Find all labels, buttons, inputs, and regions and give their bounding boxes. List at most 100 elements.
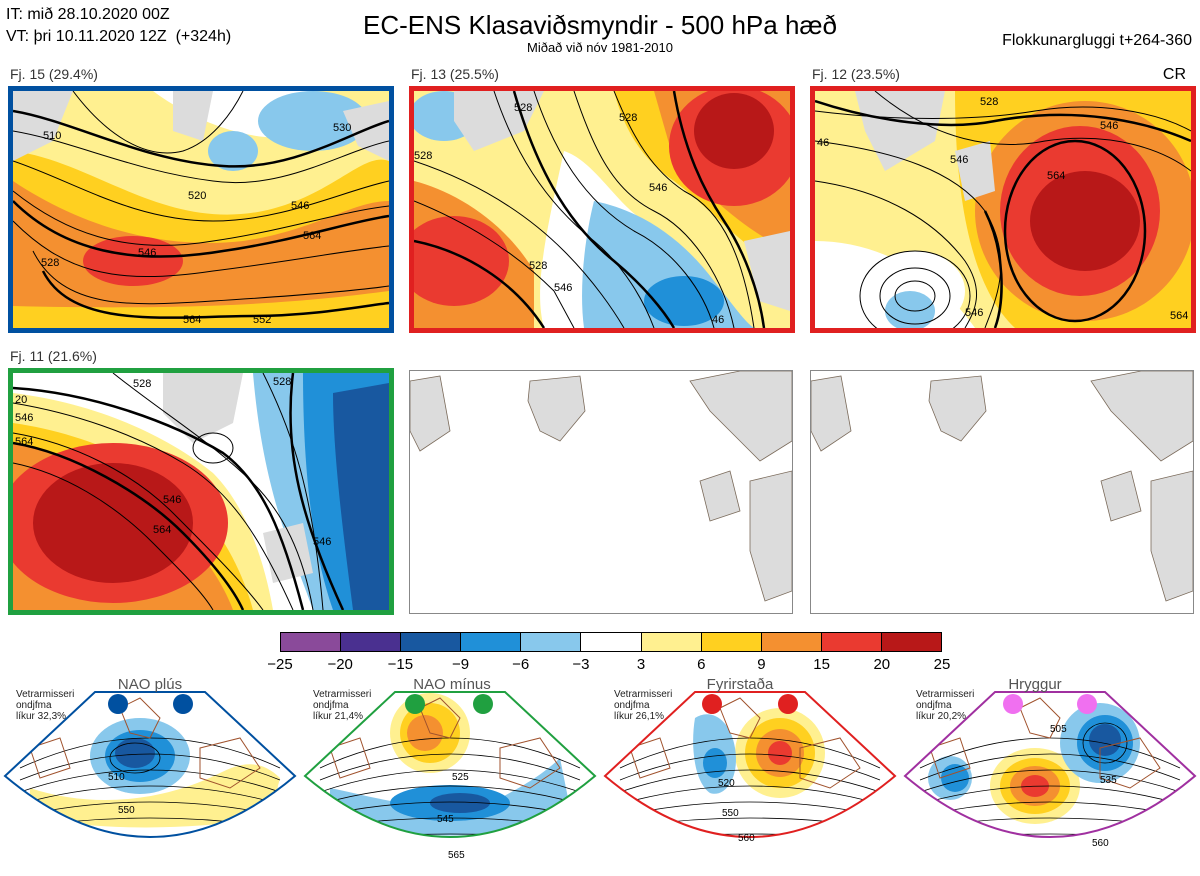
- cluster-map-1: 510 520 546 546 564 530 528 564 552: [8, 86, 394, 333]
- regime-title-3: Fyrirstaða: [706, 676, 774, 693]
- contour-label: 528: [133, 378, 151, 390]
- panel-label-1: Fj. 15 (29.4%): [10, 66, 98, 82]
- header-info: IT: mið 28.10.2020 00Z VT: þri 10.11.2020…: [6, 4, 231, 48]
- contour-label: 510: [108, 772, 125, 783]
- regime-info-2: Vetrarmisseri ondjfma líkur 21,4%: [313, 689, 372, 722]
- contour-label: 505: [1050, 724, 1067, 735]
- empty-map-1: [409, 370, 793, 614]
- contour-label: 20: [15, 394, 27, 406]
- contour-label: 520: [718, 778, 735, 789]
- contour-label: 546: [313, 536, 331, 548]
- colorbar-tick-label: −6: [512, 656, 530, 673]
- regime-dot: [778, 694, 798, 714]
- colorbar-tick-label: 3: [636, 656, 646, 673]
- contour-label: 564: [303, 230, 321, 242]
- page-subtitle: Miðað við nóv 1981-2010: [527, 40, 673, 55]
- colorbar-tick-label: 9: [757, 656, 766, 673]
- regime-info-3: Vetrarmisseri ondjfma líkur 26,1%: [614, 689, 673, 722]
- colorbar: [280, 632, 942, 652]
- contour-label: 564: [153, 524, 171, 536]
- regime-nao-minus: 525 545 565: [300, 688, 600, 871]
- regime-dot: [1003, 694, 1023, 714]
- contour-label: 546: [291, 200, 309, 212]
- contour-label: 545: [437, 814, 454, 825]
- contour-label: 525: [452, 772, 469, 783]
- contour-label: 564: [183, 314, 201, 326]
- regime-dot: [473, 694, 493, 714]
- regime-dot: [1077, 694, 1097, 714]
- contour-label: 564: [1170, 310, 1188, 322]
- regime-title-4: Hryggur: [1008, 676, 1062, 693]
- contour-label: 565: [448, 850, 465, 861]
- contour-label: 564: [15, 436, 33, 448]
- colorbar-segment: [400, 633, 461, 651]
- contour-label: 546: [1100, 120, 1118, 132]
- contour-label: 528: [619, 112, 637, 124]
- contour-label: 46: [712, 314, 724, 326]
- contour-label: 546: [965, 307, 983, 319]
- contour-label: 520: [188, 190, 206, 202]
- contour-label: 564: [1047, 170, 1065, 182]
- colorbar-segment: [820, 633, 881, 651]
- contour-label: 546: [554, 282, 572, 294]
- panel-label-4: Fj. 11 (21.6%): [10, 348, 97, 364]
- contour-label: 546: [138, 247, 156, 259]
- colorbar-tick-label: −9: [451, 656, 470, 673]
- regime-blocking: 520 550 560: [600, 688, 900, 871]
- contour-label: 546: [950, 154, 968, 166]
- contour-label: 528: [41, 257, 59, 269]
- colorbar-tick-label: −15: [387, 656, 414, 673]
- colorbar-segment: [281, 633, 341, 651]
- regime-ridge: 505 535 560: [900, 688, 1200, 871]
- colorbar-tick-label: 25: [933, 656, 951, 673]
- regime-dot: [405, 694, 425, 714]
- contour-label: 550: [722, 808, 739, 819]
- contour-label: 546: [163, 494, 181, 506]
- cr-marker: CR: [1162, 66, 1186, 83]
- colorbar-tick-label: 6: [697, 656, 706, 673]
- init-time: IT: mið 28.10.2020 00Z: [6, 6, 170, 23]
- contour-label: 546: [649, 182, 667, 194]
- colorbar-segment: [700, 633, 761, 651]
- contour-label: 528: [514, 102, 532, 114]
- contour-label: 546: [15, 412, 33, 424]
- contour-label: 535: [1100, 775, 1117, 786]
- contour-label: 530: [333, 122, 351, 134]
- colorbar-tick-label: −20: [327, 656, 353, 673]
- panel-label-2: Fj. 13 (25.5%): [411, 66, 499, 82]
- colorbar-tick-label: 20: [873, 656, 891, 673]
- colorbar-tick-label: −25: [267, 656, 293, 673]
- empty-map-2: [810, 370, 1194, 614]
- cluster-map-4: 528 528 546 564 546 564 546 20: [8, 368, 394, 615]
- regime-dot: [702, 694, 722, 714]
- contour-label: 528: [980, 96, 998, 108]
- page-title: EC-ENS Klasaviðsmyndir - 500 hPa hæð: [363, 10, 837, 40]
- cluster-map-2: 528 528 546 528 546 528 46: [409, 86, 795, 333]
- regime-nao-plus: 510 550: [0, 688, 300, 871]
- regime-info-1: Vetrarmisseri ondjfma líkur 32,3%: [16, 689, 75, 722]
- contour-label: 552: [253, 314, 271, 326]
- contour-label: 510: [43, 130, 61, 142]
- colorbar-segment: [640, 633, 701, 651]
- panel-label-3: Fj. 12 (23.5%): [812, 66, 900, 82]
- contour-label: 528: [273, 376, 291, 388]
- colorbar-segment: [520, 633, 581, 651]
- colorbar-tick-label: 15: [813, 656, 830, 673]
- colorbar-segment: [460, 633, 521, 651]
- colorbar-segment: [580, 633, 641, 651]
- regime-title-1: NAO plús: [117, 676, 183, 693]
- cluster-map-3: 528 546 546 564 546 564 46: [810, 86, 1196, 333]
- colorbar-tick-label: −3: [572, 656, 590, 673]
- classification-window: Flokkunargluggi t+264-360: [1002, 32, 1192, 49]
- contour-label: 560: [738, 833, 755, 844]
- regime-title-2: NAO mínus: [413, 676, 491, 693]
- contour-label: 528: [529, 260, 547, 272]
- contour-label: 560: [1092, 838, 1109, 849]
- regime-dot: [108, 694, 128, 714]
- valid-time: VT: þri 10.11.2020 12Z (+324h): [6, 28, 232, 45]
- colorbar-segment: [760, 633, 821, 651]
- contour-label: 528: [414, 150, 432, 162]
- colorbar-segment: [340, 633, 401, 651]
- regime-dot: [173, 694, 193, 714]
- contour-label: 46: [817, 137, 829, 149]
